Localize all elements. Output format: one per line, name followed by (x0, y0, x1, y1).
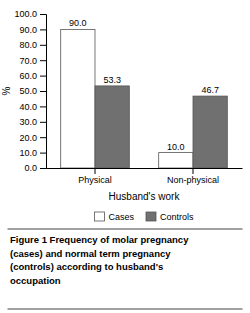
y-tick: 70.0 (19, 56, 46, 66)
y-tick: 60.0 (19, 71, 46, 81)
bar (159, 153, 193, 168)
y-tick-label: 30.0 (19, 117, 37, 127)
y-tick-mark (40, 153, 46, 154)
y-tick: 50.0 (19, 86, 46, 96)
data-label: 10.0 (167, 142, 185, 152)
y-tick: 100.0 (14, 9, 46, 19)
y-tick: 30.0 (19, 117, 46, 127)
legend-swatch (146, 212, 156, 221)
legend: Cases Controls (94, 212, 194, 222)
data-labels: 90.0 10.0 53.3 46.7 (69, 18, 219, 151)
x-axis-line (47, 168, 243, 169)
y-tick-mark (40, 168, 46, 169)
bar (193, 96, 227, 168)
separator (8, 228, 243, 229)
bar (61, 29, 95, 168)
y-tick-mark (40, 60, 46, 61)
caption: Figure 1 Frequency of molar pregnancy (c… (10, 234, 191, 286)
legend-label: Controls (160, 212, 194, 222)
x-axis: Physical Non-physical (47, 168, 243, 185)
y-tick-mark (40, 14, 46, 15)
x-tick-mark (95, 168, 96, 174)
y-tick-label: 70.0 (19, 56, 37, 66)
legend-item: Cases (94, 212, 134, 222)
legend-item: Controls (146, 212, 194, 222)
y-tick-mark (40, 29, 46, 30)
y-tick-mark (40, 122, 46, 123)
separator (8, 308, 243, 309)
caption-line: (cases) and normal term pregnancy (10, 248, 173, 259)
data-label: 46.7 (201, 85, 219, 95)
caption-line: Figure 1 Frequency of molar pregnancy (10, 234, 191, 245)
y-axis: 0.0 10.0 20.0 30.0 40.0 50.0 60.0 70.0 80.0 90.0 1… (14, 9, 46, 173)
y-tick-label: 100.0 (14, 9, 37, 19)
chart: 90.0 10.0 53.3 46.7 0.0 10.0 20.0 30.0 40.0 50.0 6… (0, 0, 250, 313)
x-tick: Physical (78, 168, 112, 185)
x-tick: Non-physical (167, 168, 219, 185)
y-tick-label: 10.0 (19, 148, 37, 158)
caption-line: (controls) according to husband's (10, 261, 166, 272)
y-tick: 90.0 (19, 25, 46, 35)
data-label: 90.0 (69, 18, 87, 28)
y-tick: 20.0 (19, 133, 46, 143)
y-tick-label: 60.0 (19, 71, 37, 81)
y-axis-line (40, 15, 47, 169)
y-tick-mark (40, 76, 46, 77)
y-tick-label: 40.0 (19, 102, 37, 112)
legend-swatch (94, 212, 104, 221)
data-label: 53.3 (103, 75, 121, 85)
y-tick-label: 50.0 (19, 86, 37, 96)
y-tick-label: 80.0 (19, 40, 37, 50)
y-tick: 10.0 (19, 148, 46, 158)
y-tick-mark (40, 137, 46, 138)
y-tick: 40.0 (19, 102, 46, 112)
y-tick: 80.0 (19, 40, 46, 50)
y-tick-label: 90.0 (19, 25, 37, 35)
x-tick-mark (193, 168, 194, 174)
x-tick-label: Physical (78, 175, 112, 185)
y-tick-mark (40, 91, 46, 92)
y-tick-mark (40, 45, 46, 46)
y-tick: 0.0 (24, 163, 46, 173)
bars (61, 29, 228, 168)
caption-line: occupation (10, 275, 61, 286)
legend-label: Cases (108, 212, 134, 222)
y-axis-title: % (1, 86, 12, 95)
y-tick-label: 0.0 (24, 163, 37, 173)
bar (95, 86, 129, 168)
x-axis-title: Husband's work (109, 191, 181, 202)
x-tick-label: Non-physical (167, 175, 219, 185)
y-tick-label: 20.0 (19, 133, 37, 143)
y-tick-mark (40, 106, 46, 107)
